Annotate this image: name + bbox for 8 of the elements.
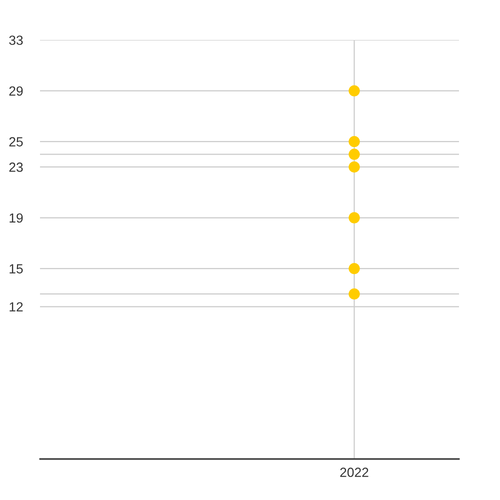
y-tick-label: 23 — [9, 162, 23, 172]
y-tick-label: 29 — [9, 86, 23, 96]
y-tick-label: 12 — [10, 302, 23, 312]
y-tick-label: 19 — [10, 213, 23, 223]
y-tick-label: 33 — [9, 36, 23, 45]
x-tick-label: 2022 — [340, 468, 368, 478]
y-tick-label: 25 — [9, 137, 23, 146]
y-tick-label: 15 — [10, 264, 23, 274]
